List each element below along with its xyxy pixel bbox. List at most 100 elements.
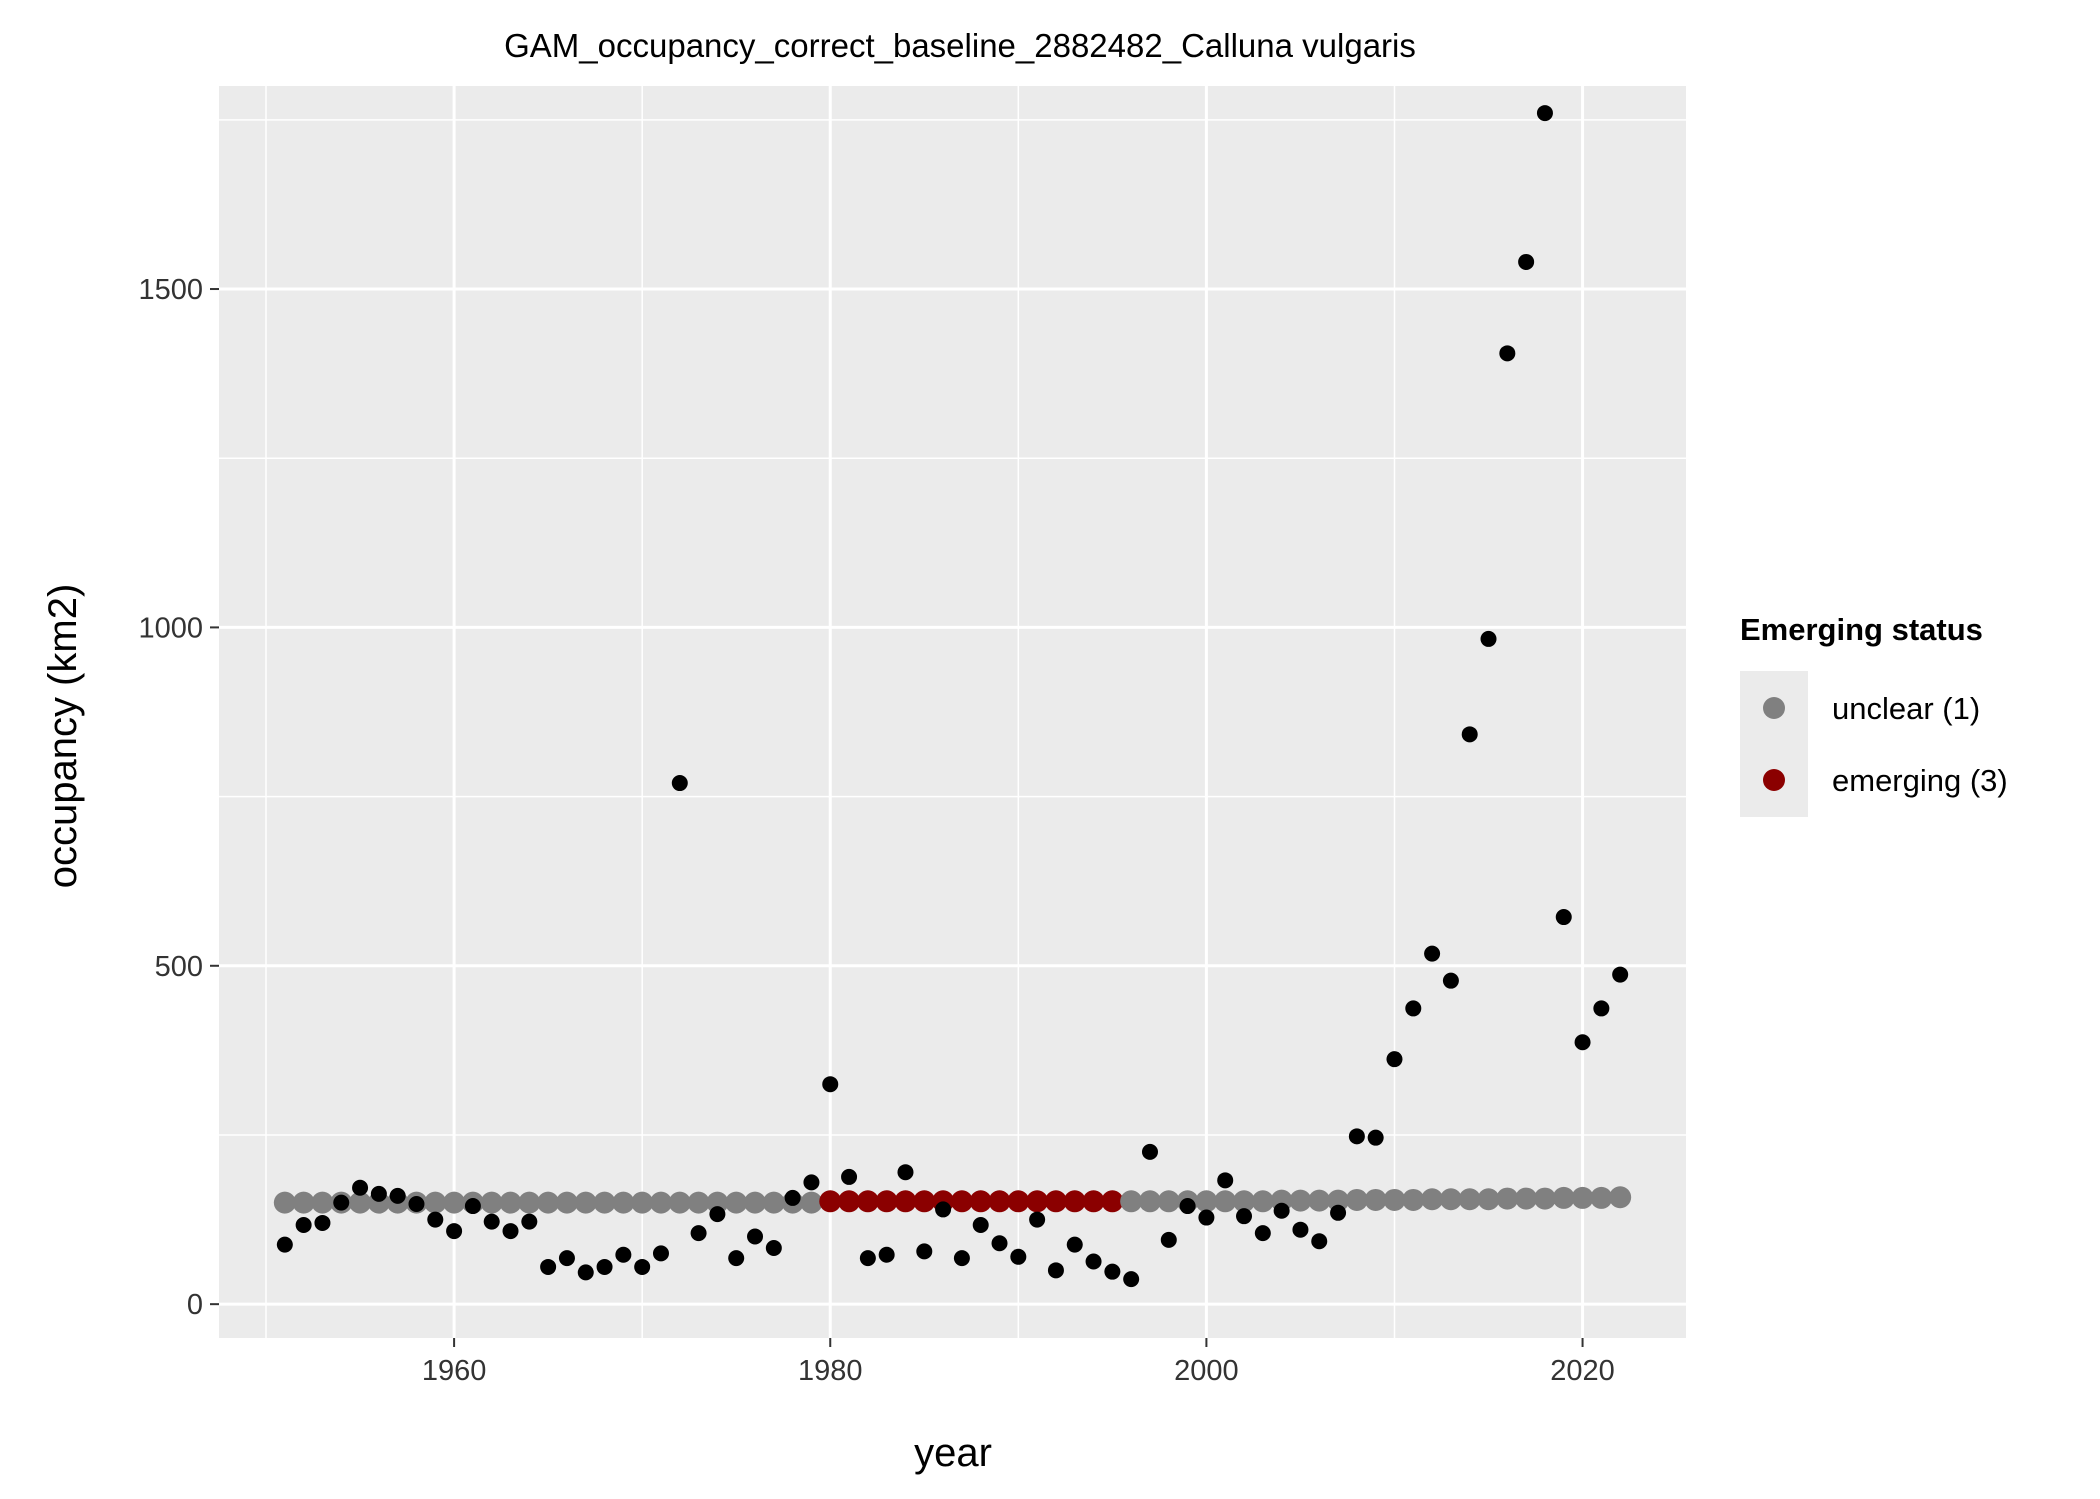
gam-point-unclear	[1233, 1190, 1256, 1213]
observed-point	[1461, 726, 1478, 743]
legend-key-unclear	[1763, 697, 1785, 719]
observed-point	[897, 1164, 914, 1181]
observed-point	[916, 1243, 933, 1260]
gam-point-unclear	[1251, 1190, 1274, 1213]
observed-point	[1424, 945, 1441, 962]
observed-point	[1254, 1225, 1271, 1242]
observed-point	[1047, 1262, 1064, 1279]
legend-label-emerging: emerging (3)	[1832, 763, 2008, 798]
observed-point	[878, 1246, 895, 1263]
observed-point	[728, 1250, 745, 1267]
observed-point	[1348, 1128, 1365, 1145]
observed-point	[352, 1179, 369, 1196]
gam-point-unclear	[1157, 1190, 1180, 1213]
gam-point-emerging	[1044, 1190, 1067, 1213]
observed-point	[1499, 345, 1516, 362]
gam-point-unclear	[1609, 1186, 1632, 1209]
observed-point	[295, 1216, 312, 1233]
legend-title: Emerging status	[1740, 612, 1983, 647]
observed-point	[540, 1258, 557, 1275]
observed-point	[991, 1235, 1008, 1252]
observed-point	[521, 1213, 538, 1230]
plot-panel	[219, 86, 1686, 1338]
x-tick-label: 1960	[422, 1355, 487, 1387]
gam-point-unclear	[744, 1191, 767, 1214]
gam-point-unclear	[631, 1191, 654, 1214]
observed-point	[446, 1223, 463, 1240]
observed-point	[803, 1174, 820, 1191]
gam-point-unclear	[1364, 1188, 1387, 1211]
observed-point	[577, 1264, 594, 1281]
observed-point	[1518, 253, 1535, 270]
gam-point-unclear	[1289, 1189, 1312, 1212]
observed-point	[1179, 1198, 1196, 1215]
y-tick-label: 1000	[138, 612, 203, 644]
gam-point-unclear	[1458, 1188, 1481, 1211]
gam-point-unclear	[1138, 1190, 1161, 1213]
gam-point-unclear	[762, 1191, 785, 1214]
gam-point-unclear	[574, 1191, 597, 1214]
gam-point-unclear	[292, 1191, 315, 1214]
gam-point-unclear	[1439, 1188, 1462, 1211]
gam-point-emerging	[819, 1190, 842, 1213]
observed-point	[652, 1245, 669, 1262]
gam-point-unclear	[1477, 1188, 1500, 1211]
observed-point	[935, 1201, 952, 1218]
gam-point-unclear	[1308, 1189, 1331, 1212]
x-axis: 1960 1980 2000 2020	[422, 1338, 1615, 1387]
legend-label-unclear: unclear (1)	[1832, 691, 1980, 726]
gam-point-unclear	[1421, 1188, 1444, 1211]
gam-point-unclear	[1120, 1190, 1143, 1213]
gam-fit-series	[273, 1186, 1632, 1214]
observed-point	[464, 1198, 481, 1215]
gam-point-unclear	[424, 1191, 447, 1214]
gam-point-unclear	[706, 1191, 729, 1214]
legend: Emerging status unclear (1) emerging (3)	[1740, 612, 2008, 817]
observed-point	[333, 1194, 350, 1211]
observed-point	[370, 1185, 387, 1202]
gam-point-unclear	[1533, 1187, 1556, 1210]
gam-point-unclear	[1515, 1187, 1538, 1210]
observed-point	[1536, 105, 1553, 122]
observed-point	[558, 1250, 575, 1267]
gam-point-unclear	[349, 1191, 372, 1214]
observed-series	[276, 105, 1629, 1288]
gam-point-unclear	[1345, 1188, 1368, 1211]
y-tick-label: 0	[187, 1289, 203, 1321]
gam-point-unclear	[273, 1191, 296, 1214]
observed-point	[1612, 966, 1629, 983]
observed-point	[1198, 1209, 1215, 1226]
observed-point	[1480, 630, 1497, 647]
observed-point	[822, 1076, 839, 1093]
gam-point-unclear	[1496, 1187, 1519, 1210]
observed-point	[747, 1228, 764, 1245]
observed-point	[502, 1223, 519, 1240]
gam-point-emerging	[913, 1190, 936, 1213]
observed-point	[671, 775, 688, 792]
observed-point	[483, 1213, 500, 1230]
y-tick-label: 500	[155, 951, 203, 983]
observed-point	[1104, 1263, 1121, 1280]
gam-point-emerging	[1007, 1190, 1030, 1213]
gam-point-unclear	[537, 1191, 560, 1214]
observed-point	[276, 1236, 293, 1253]
gam-point-unclear	[518, 1191, 541, 1214]
observed-point	[596, 1258, 613, 1275]
gam-point-unclear	[649, 1191, 672, 1214]
observed-point	[1085, 1253, 1102, 1270]
observed-point	[389, 1187, 406, 1204]
x-tick-label: 2000	[1174, 1355, 1239, 1387]
gam-point-unclear	[1195, 1190, 1218, 1213]
observed-point	[1273, 1202, 1290, 1219]
observed-point	[841, 1168, 858, 1185]
gam-point-emerging	[988, 1190, 1011, 1213]
gam-point-emerging	[1082, 1190, 1105, 1213]
observed-point	[1442, 972, 1459, 989]
x-axis-title: year	[914, 1431, 992, 1475]
observed-point	[784, 1189, 801, 1206]
gam-point-emerging	[838, 1190, 861, 1213]
observed-point	[1217, 1172, 1234, 1189]
observed-point	[1555, 909, 1572, 926]
gam-point-unclear	[687, 1191, 710, 1214]
